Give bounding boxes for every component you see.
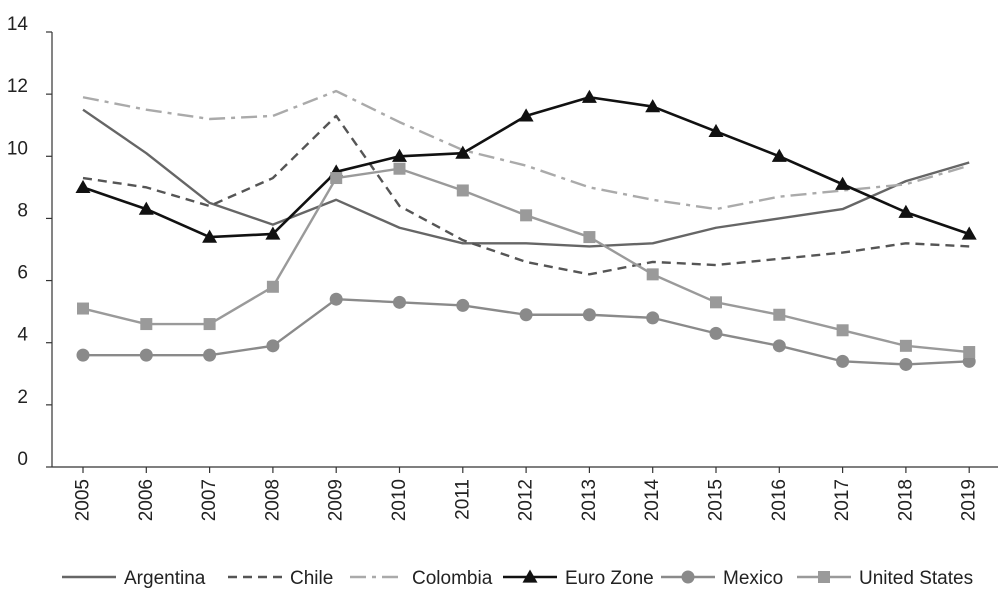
data-point-euro-zone (581, 89, 597, 103)
data-point-mexico (646, 311, 660, 325)
x-tick-label: 2005 (73, 479, 94, 521)
x-tick-label: 2019 (959, 479, 980, 521)
x-tick-label: 2006 (136, 479, 157, 521)
series-line-united-states (82, 167, 970, 354)
series-line-argentina (82, 108, 970, 248)
data-point-euro-zone (898, 204, 914, 218)
x-tick-label: 2009 (326, 479, 347, 521)
series-mexico (76, 292, 976, 371)
x-tick-label: 2010 (389, 479, 410, 521)
data-point-united-states (646, 268, 659, 281)
data-point-mexico (836, 354, 850, 368)
x-tick-label: 2012 (516, 479, 537, 521)
legend-label-euro-zone: Euro Zone (565, 568, 654, 589)
legend-label-mexico: Mexico (723, 568, 783, 589)
data-point-united-states (710, 296, 722, 309)
series-layer (75, 89, 977, 371)
x-tick-label: 2007 (199, 479, 220, 521)
x-tick-label: 2008 (262, 479, 283, 521)
x-tick-label: 2015 (706, 479, 727, 521)
data-point-euro-zone (202, 229, 218, 243)
data-point-mexico (962, 354, 976, 368)
data-point-united-states (266, 280, 279, 293)
data-point-mexico (203, 348, 217, 362)
legend-item-euro-zone: Euro Zone (503, 568, 654, 589)
legend-item-united-states: United States (797, 568, 973, 589)
data-point-united-states (393, 162, 406, 175)
legend-item-mexico: Mexico (661, 568, 783, 589)
legend-item-chile: Chile (228, 568, 333, 589)
data-point-united-states (456, 184, 469, 197)
data-point-united-states (520, 209, 533, 222)
series-united-states (77, 162, 976, 359)
data-point-mexico (899, 357, 913, 371)
data-point-united-states (77, 302, 89, 315)
data-point-euro-zone (75, 179, 91, 193)
data-point-euro-zone (138, 201, 154, 215)
data-point-united-states (836, 324, 849, 337)
data-point-euro-zone (835, 176, 851, 190)
legend-label-colombia: Colombia (412, 568, 493, 589)
data-point-mexico (76, 348, 90, 362)
data-point-united-states (773, 308, 786, 321)
data-point-mexico (709, 326, 723, 340)
x-tick-label: 2017 (832, 479, 853, 521)
series-chile (82, 114, 970, 276)
data-point-euro-zone (392, 148, 407, 162)
data-point-euro-zone (265, 226, 281, 240)
x-tick-label: 2014 (642, 479, 663, 522)
y-tick-label: 6 (17, 263, 28, 284)
y-tick-label: 2 (17, 387, 28, 408)
y-tick-label: 8 (17, 200, 28, 221)
legend-item-argentina: Argentina (62, 568, 206, 589)
data-point-united-states (899, 339, 912, 352)
x-tick-label: 2013 (579, 479, 600, 521)
data-point-united-states (330, 172, 343, 185)
legend-label-chile: Chile (290, 568, 333, 589)
data-point-euro-zone (645, 99, 661, 113)
y-tick-label: 12 (7, 76, 28, 97)
data-point-euro-zone (708, 123, 724, 138)
legend-marker-euro-zone (522, 569, 538, 583)
data-point-united-states (140, 318, 153, 331)
y-tick-label: 14 (7, 14, 29, 35)
data-point-euro-zone (455, 145, 471, 159)
legend-marker-united-states (818, 571, 830, 583)
data-point-united-states (203, 318, 216, 331)
data-point-euro-zone (961, 226, 977, 240)
data-point-euro-zone (518, 108, 534, 122)
data-point-mexico (393, 295, 406, 309)
data-point-mexico (329, 292, 343, 306)
legend-label-united-states: United States (859, 568, 973, 589)
legend-label-argentina: Argentina (124, 568, 206, 589)
data-point-mexico (519, 308, 533, 322)
y-tick-label: 4 (17, 325, 28, 346)
chart-axes: 0 2 4 6 8 10 12 14 2005 2006 2007 2008 2009 2010 2011 2… (7, 14, 998, 521)
data-point-mexico (772, 339, 786, 353)
data-point-united-states (583, 231, 596, 244)
y-tick-label: 10 (7, 138, 28, 159)
data-point-mexico (139, 348, 153, 362)
data-point-mexico (582, 308, 596, 322)
legend: Argentina Chile Colombia Euro Zone Mexico Uni… (62, 568, 973, 589)
series-argentina (82, 108, 970, 248)
x-tick-label: 2011 (452, 479, 473, 520)
x-tick-label: 2016 (769, 479, 790, 521)
x-tick-label: 2018 (895, 479, 916, 521)
legend-marker-mexico (681, 570, 695, 584)
legend-item-colombia: Colombia (350, 568, 493, 589)
data-point-united-states (963, 346, 976, 359)
data-point-mexico (266, 339, 280, 353)
data-point-mexico (456, 298, 470, 312)
y-tick-label: 0 (17, 449, 28, 470)
data-point-euro-zone (771, 148, 787, 162)
series-line-chile (82, 114, 970, 276)
